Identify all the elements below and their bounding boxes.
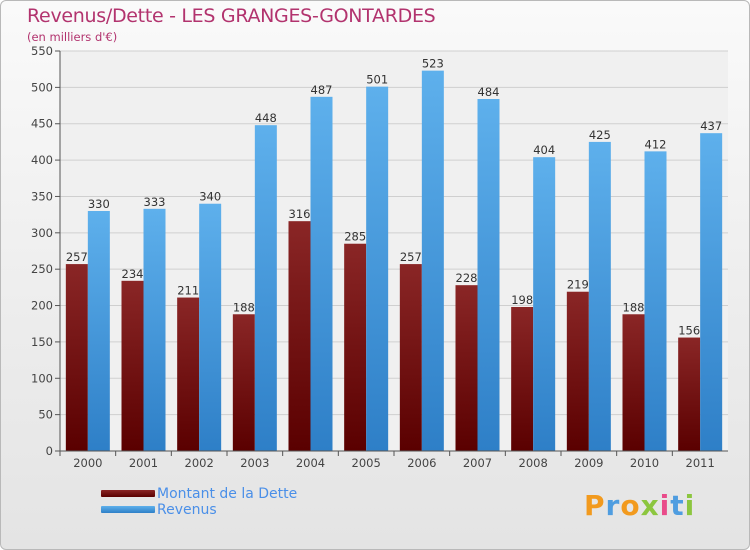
bar-dette [678,337,701,451]
bar-revenus [199,203,222,451]
data-label-revenus: 340 [199,190,221,204]
bar-revenus [533,157,556,451]
chart-title: Revenus/Dette - LES GRANGES-GONTARDES [27,5,436,27]
bar-dette [455,285,478,451]
logo-letter: t [670,489,685,522]
bar-dette [232,314,255,451]
bar-revenus [477,99,500,451]
y-tick-label: 300 [31,226,53,240]
data-label-revenus: 437 [700,119,722,133]
data-label-revenus: 333 [144,195,166,209]
plot-area [60,51,728,451]
data-label-dette: 228 [456,271,478,285]
data-label-revenus: 425 [589,128,611,142]
bar-dette [288,221,311,451]
bar-dette [622,314,645,451]
bar-dette [65,264,88,451]
legend-label-dette: Montant de la Dette [157,486,298,502]
bar-revenus [700,133,723,451]
logo-letter: o [620,489,641,522]
x-tick-label: 2009 [574,456,603,470]
x-tick-label: 2003 [240,456,269,470]
bar-revenus [87,211,110,451]
bar-revenus [310,96,333,452]
bar-revenus [588,141,611,451]
data-label-dette: 257 [400,250,422,264]
y-tick-label: 500 [31,80,53,94]
x-tick-label: 2007 [463,456,492,470]
data-label-dette: 188 [233,300,255,314]
bar-dette [177,297,200,451]
data-label-revenus: 501 [366,73,388,87]
bar-revenus [143,208,166,451]
y-tick-label: 450 [31,117,53,131]
data-label-dette: 257 [66,250,88,264]
logo-letter: i [684,489,696,522]
data-label-revenus: 448 [255,111,277,125]
data-label-revenus: 330 [88,197,110,211]
legend-swatch-dette [101,490,155,497]
bar-revenus [644,151,667,451]
bar-dette [121,280,144,451]
y-tick-label: 150 [31,335,53,349]
data-label-dette: 211 [177,284,199,298]
bar-dette [566,291,589,451]
x-tick-label: 2001 [129,456,158,470]
chart-subtitle: (en milliers d'€) [27,30,118,44]
data-label-dette: 234 [122,267,144,281]
bar-dette [399,264,422,451]
x-tick-label: 2002 [185,456,214,470]
y-tick-label: 250 [31,262,53,276]
proxiti-logo: Proxiti [584,489,695,522]
x-tick-label: 2005 [352,456,381,470]
logo-letter: r [605,489,621,522]
data-label-dette: 188 [623,300,645,314]
y-tick-label: 50 [38,408,53,422]
data-label-revenus: 523 [422,57,444,71]
data-label-dette: 219 [567,278,589,292]
y-tick-label: 400 [31,153,53,167]
data-label-dette: 198 [511,293,533,307]
y-tick-label: 200 [31,299,53,313]
data-label-revenus: 412 [645,137,667,151]
y-tick-label: 100 [31,371,53,385]
data-label-dette: 156 [678,324,700,338]
legend-swatch-revenus [101,506,155,513]
bar-dette [511,307,534,451]
logo-letter: x [640,489,660,522]
data-label-revenus: 404 [533,143,555,157]
x-tick-label: 2010 [630,456,659,470]
bar-revenus [421,70,444,452]
x-tick-label: 2008 [519,456,548,470]
bar-dette [344,243,367,451]
bar-revenus [254,125,277,451]
data-label-revenus: 487 [311,83,333,97]
x-tick-label: 2011 [686,456,715,470]
logo-letter: i [659,489,671,522]
y-tick-label: 550 [31,44,53,58]
x-tick-label: 2000 [73,456,102,470]
bar-revenus [366,86,389,452]
data-label-revenus: 484 [478,85,500,99]
data-label-dette: 285 [344,230,366,244]
x-tick-label: 2006 [407,456,436,470]
y-tick-label: 350 [31,189,53,203]
x-tick-label: 2004 [296,456,325,470]
data-label-dette: 316 [289,207,311,221]
logo-letter: P [584,489,606,522]
legend-label-revenus: Revenus [157,502,217,518]
y-tick-label: 0 [46,444,53,458]
